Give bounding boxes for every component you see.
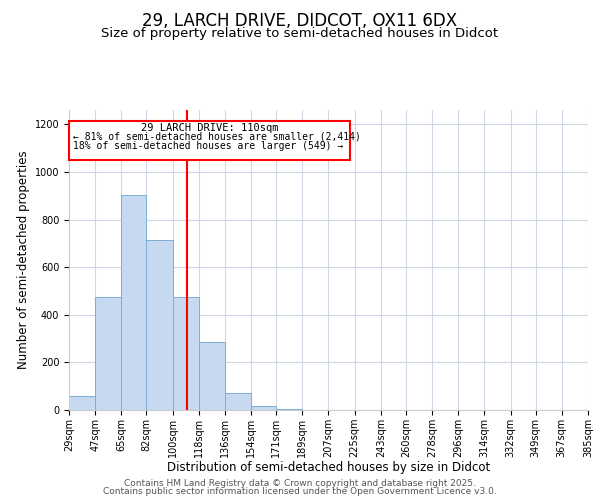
Text: 18% of semi-detached houses are larger (549) →: 18% of semi-detached houses are larger (… [73, 141, 344, 151]
Text: 29, LARCH DRIVE, DIDCOT, OX11 6DX: 29, LARCH DRIVE, DIDCOT, OX11 6DX [142, 12, 458, 30]
Bar [121, 194, 146, 410]
Bar [95, 297, 121, 410]
Bar [146, 240, 173, 410]
Bar [173, 297, 199, 410]
Bar [251, 406, 276, 410]
X-axis label: Distribution of semi-detached houses by size in Didcot: Distribution of semi-detached houses by … [167, 462, 490, 474]
Text: 29 LARCH DRIVE: 110sqm: 29 LARCH DRIVE: 110sqm [141, 123, 278, 133]
Text: Contains public sector information licensed under the Open Government Licence v3: Contains public sector information licen… [103, 487, 497, 496]
Bar [225, 394, 251, 410]
Y-axis label: Number of semi-detached properties: Number of semi-detached properties [17, 150, 31, 370]
Bar [69, 396, 95, 410]
Text: Contains HM Land Registry data © Crown copyright and database right 2025.: Contains HM Land Registry data © Crown c… [124, 478, 476, 488]
Text: Size of property relative to semi-detached houses in Didcot: Size of property relative to semi-detach… [101, 28, 499, 40]
Text: ← 81% of semi-detached houses are smaller (2,414): ← 81% of semi-detached houses are smalle… [73, 132, 361, 142]
Bar [199, 342, 225, 410]
Bar [276, 409, 302, 410]
FancyBboxPatch shape [69, 120, 350, 160]
